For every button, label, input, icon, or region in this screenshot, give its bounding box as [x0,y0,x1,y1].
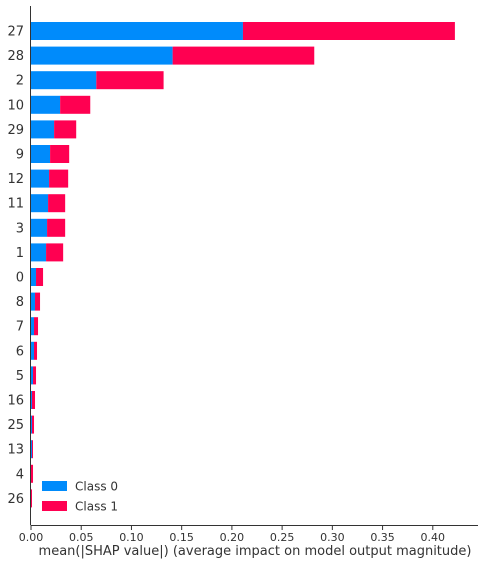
y-tick-label: 7 [16,320,24,335]
legend-swatch-class-1 [42,501,67,511]
y-tick-label: 5 [16,369,24,384]
y-tick-label: 13 [7,443,24,458]
y-tick-label: 10 [7,98,24,113]
legend: Class 0 Class 1 [42,480,118,514]
bar-27-class-0 [31,22,243,40]
bar-6-class-0 [31,341,35,360]
x-tick-label: 0.30 [320,531,345,544]
x-tick-label: 0.00 [19,531,44,544]
y-tick-label: 27 [7,25,24,40]
legend-label-class-1: Class 1 [75,500,118,514]
y-tick-label: 3 [16,221,24,236]
x-tick-label: 0.10 [119,531,144,544]
bar-0-class-0 [31,268,37,286]
y-tick-label: 9 [16,148,24,163]
bar-9-class-0 [31,145,51,163]
bar-29-class-1 [54,120,77,139]
bar-1-class-0 [31,243,47,262]
bar-13-class-1 [32,440,33,459]
legend-label-class-0: Class 0 [75,480,118,494]
y-tick-label: 11 [7,197,24,212]
bar-25-class-0 [31,415,32,434]
bar-6-class-1 [34,341,38,360]
bars-layer [31,22,455,508]
y-tick-label: 6 [16,344,24,359]
bar-11-class-1 [48,194,66,213]
y-tick-label: 4 [16,467,24,482]
bar-10-class-0 [31,95,61,114]
x-tick-label: 0.15 [169,531,194,544]
bar-10-class-1 [60,95,91,114]
x-tick-label: 0.25 [270,531,295,544]
bar-3-class-1 [47,218,66,237]
bar-5-class-1 [33,366,37,385]
y-tick-label: 29 [7,123,24,138]
bar-3-class-0 [31,218,48,237]
bar-16-class-1 [32,391,36,409]
bar-12-class-1 [49,169,69,188]
bar-2-class-1 [96,71,164,90]
bar-16-class-0 [31,391,32,409]
x-tick-label: 0.35 [370,531,395,544]
legend-swatch-class-0 [42,481,67,491]
y-tick-label: 16 [7,394,24,409]
bar-7-class-1 [34,317,39,336]
y-tick-label: 28 [7,49,24,64]
x-ticks: 0.00 0.05 0.10 0.15 0.20 0.25 0.30 0.35 0.40 [19,525,445,544]
bar-28-class-0 [31,46,173,65]
y-tick-label: 0 [16,271,24,286]
bar-26-class-1 [31,489,32,508]
bar-12-class-0 [31,169,50,188]
y-tick-label: 2 [16,74,24,89]
bar-27-class-1 [242,22,455,40]
x-axis-label: mean(|SHAP value|) (average impact on mo… [39,544,472,559]
bar-25-class-1 [32,415,35,434]
y-tick-label: 25 [7,418,24,433]
bar-4-class-1 [31,464,34,483]
y-tick-label: 8 [16,295,24,310]
bar-9-class-1 [50,145,70,163]
bar-11-class-0 [31,194,49,213]
bar-0-class-1 [36,268,44,286]
y-tick-label: 12 [7,172,24,187]
bar-8-class-1 [35,292,41,311]
x-tick-label: 0.40 [421,531,446,544]
bar-8-class-0 [31,292,36,311]
x-tick-label: 0.20 [220,531,245,544]
bar-7-class-0 [31,317,35,336]
bar-1-class-1 [46,243,64,262]
bar-5-class-0 [31,366,34,385]
x-tick-label: 0.05 [69,531,94,544]
y-tick-label: 1 [16,246,24,261]
bar-2-class-0 [31,71,97,90]
bar-29-class-0 [31,120,55,139]
y-tick-label: 26 [7,492,24,507]
bar-28-class-1 [172,46,315,65]
bar-13-class-0 [31,440,32,459]
